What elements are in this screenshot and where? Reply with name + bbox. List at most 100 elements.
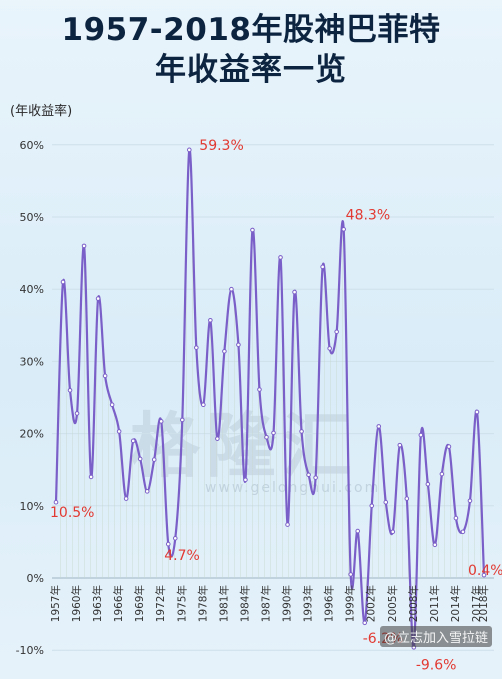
data-point <box>306 472 311 478</box>
data-annotations: 10.5%4.7%59.3%48.3%-6.2%-9.6%0.4% <box>50 138 502 673</box>
data-point <box>481 572 487 578</box>
data-label: 0.4% <box>468 563 502 579</box>
data-point <box>208 317 213 323</box>
data-label: 48.3% <box>346 207 390 223</box>
data-point <box>158 419 164 424</box>
data-point <box>250 227 255 233</box>
data-point <box>467 498 473 504</box>
data-point <box>271 430 276 436</box>
data-point <box>215 436 220 441</box>
x-tick-label: 2011年 <box>428 585 441 622</box>
data-point <box>418 432 424 438</box>
data-point <box>404 496 410 501</box>
data-point <box>474 409 480 415</box>
data-point <box>376 424 382 429</box>
data-point <box>194 345 199 350</box>
x-tick-label: 1981年 <box>217 585 230 622</box>
data-point <box>102 373 108 379</box>
y-axis-label: (年收益率) <box>10 104 73 119</box>
x-tick-label: 2014年 <box>449 585 462 622</box>
data-point <box>187 147 192 153</box>
data-point <box>390 529 396 535</box>
data-point <box>432 542 438 548</box>
x-tick-label: 2018年 <box>477 585 490 622</box>
x-tick-label: 1969年 <box>133 585 146 622</box>
x-tick-label: 1990年 <box>281 585 294 622</box>
x-tick-label: 1966年 <box>112 585 125 622</box>
x-tick-label: 1960年 <box>70 585 83 622</box>
data-point <box>439 471 445 477</box>
x-tick-label: 1975年 <box>175 585 188 622</box>
area-fill-path <box>56 149 484 648</box>
data-point <box>236 342 241 348</box>
x-tick-label: 1999年 <box>344 585 357 622</box>
data-point <box>278 255 283 260</box>
data-point <box>201 402 206 408</box>
data-point <box>109 402 115 408</box>
data-point <box>229 286 234 292</box>
data-point <box>460 529 466 535</box>
data-point <box>425 481 431 487</box>
data-point <box>95 296 101 301</box>
series-line <box>54 148 486 649</box>
x-tick-label: 2005年 <box>386 585 399 622</box>
x-tick-label: 1972年 <box>154 585 167 622</box>
data-point <box>130 438 136 444</box>
data-point <box>348 572 353 577</box>
data-point <box>369 503 375 509</box>
data-point <box>264 434 269 440</box>
y-tick-label: 0% <box>27 572 44 585</box>
data-point <box>334 329 339 335</box>
data-label: -9.6% <box>416 657 457 673</box>
data-point <box>292 289 297 295</box>
data-point <box>446 444 452 449</box>
data-point <box>313 475 318 480</box>
y-tick-label: 60% <box>20 139 44 152</box>
y-tick-label: 40% <box>20 283 44 296</box>
series-line-path <box>54 148 486 649</box>
data-point <box>257 387 262 392</box>
x-tick-label: 2008年 <box>407 585 420 622</box>
data-point <box>53 499 59 505</box>
x-tick-label: 1957年 <box>49 585 62 622</box>
x-tick-label: 2002年 <box>365 585 378 622</box>
area-fill <box>56 149 484 648</box>
data-point <box>362 620 368 626</box>
x-tick-label: 1996年 <box>323 585 336 622</box>
data-point <box>285 522 290 527</box>
data-point <box>165 541 171 547</box>
data-point <box>172 535 178 541</box>
data-point <box>137 456 143 462</box>
data-point <box>144 489 150 494</box>
data-point <box>299 429 304 434</box>
data-point <box>81 243 87 249</box>
chart-title-line2: 年收益率一览 <box>155 52 347 88</box>
data-point <box>243 477 248 483</box>
data-point <box>320 264 325 270</box>
data-point <box>74 411 80 416</box>
data-point <box>123 496 129 501</box>
data-point <box>453 515 459 521</box>
data-points <box>53 147 487 650</box>
x-tick-labels: 1957年 1960年 1963年 1966年 1969年 1972年 1975年 1978年… <box>49 585 490 622</box>
x-tick-label: 1987年 <box>259 585 272 622</box>
data-point <box>60 279 66 285</box>
data-point <box>355 528 361 534</box>
data-point <box>222 348 227 354</box>
data-point <box>151 457 157 462</box>
data-point <box>88 474 94 480</box>
y-tick-label: 20% <box>20 428 44 441</box>
x-tick-label: 1984年 <box>238 585 251 622</box>
x-tick-label: 1993年 <box>302 585 315 622</box>
y-tick-labels: -10% 0% 10% 20% 30% 40% 50% 60% <box>16 139 44 657</box>
data-label: 59.3% <box>199 138 243 154</box>
data-label: 4.7% <box>164 548 200 564</box>
data-point <box>397 442 403 448</box>
x-tick-label: 1963年 <box>91 585 104 622</box>
x-tick-label: 1978年 <box>196 585 209 622</box>
data-point <box>116 429 122 434</box>
y-tick-label: -10% <box>16 644 44 657</box>
data-point <box>341 226 346 232</box>
watermark: @立志加入雪拉链 <box>379 626 492 647</box>
